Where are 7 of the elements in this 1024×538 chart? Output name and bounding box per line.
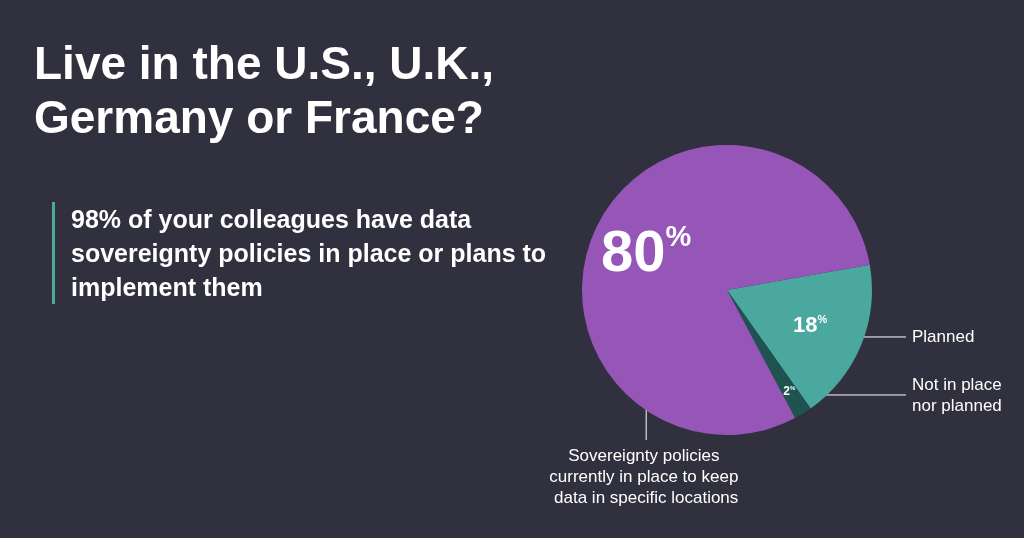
- slice-label: Sovereignty policies currently in place to keep data in specific locations: [549, 446, 744, 507]
- slice-label: Planned: [912, 327, 975, 347]
- slice-label: Not in place nor planned: [912, 374, 1007, 415]
- text: 98% of your colleagues have data sovereignty policies in place or plans to implement them: [52, 202, 571, 304]
- data-label: 80%: [601, 218, 692, 284]
- data-label: 18%: [792, 311, 828, 337]
- chart-title: Live in the U.S., U.K., Germany or France?: [34, 36, 496, 144]
